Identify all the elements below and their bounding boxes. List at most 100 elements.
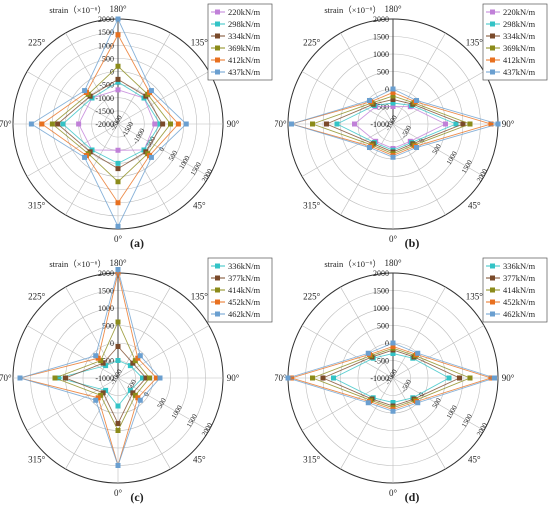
radial-tick-label-rotated: 0 <box>157 145 166 152</box>
legend-swatch-marker <box>215 287 220 293</box>
angle-label: 225° <box>303 38 321 48</box>
radar-panel-b: 2000150010005000-500-1000200015001000500… <box>275 3 548 250</box>
angle-label: 0° <box>114 488 123 498</box>
series-437kN/m <box>289 86 501 160</box>
grid-spoke <box>65 286 119 379</box>
data-point <box>365 400 371 406</box>
data-point <box>115 463 121 468</box>
data-point <box>154 375 159 381</box>
grid-spoke <box>117 71 210 125</box>
legend-entry: 298kN/m <box>228 19 261 29</box>
radial-tick-label: 500 <box>102 54 114 63</box>
grid-spoke <box>117 325 210 379</box>
data-point <box>467 375 473 381</box>
data-point <box>56 375 61 381</box>
radial-tick-label: -500 <box>374 357 389 366</box>
grid-spoke <box>392 377 446 470</box>
legend: 336kN/m 377kN/m 414kN/m 452kN/m 462kN/m <box>207 257 273 323</box>
grid-spoke <box>26 325 119 379</box>
series-line <box>353 106 447 149</box>
data-point <box>137 397 143 403</box>
angle-label: 180° <box>384 4 402 14</box>
grid-spoke <box>340 32 394 125</box>
angle-label: 135° <box>191 38 209 48</box>
data-point <box>115 358 121 363</box>
grid-spoke <box>301 71 394 125</box>
radar-panel-c: 2000150010005000-500-1000200015001000500… <box>0 257 273 504</box>
data-point <box>63 375 68 381</box>
legend-swatch-marker <box>215 21 220 27</box>
angle-label: 45° <box>468 200 481 210</box>
legend-entry: 369kN/m <box>228 43 261 53</box>
angle-label: 45° <box>193 200 206 210</box>
legend-swatch-marker <box>215 263 220 269</box>
data-point <box>115 344 121 349</box>
radial-tick-label: 1000 <box>98 304 114 313</box>
legend-entry: 412kN/m <box>503 55 536 65</box>
radial-tick-label-rotated: -1000 <box>384 368 399 387</box>
data-point <box>289 375 294 381</box>
angle-label: 315° <box>28 454 46 464</box>
radial-tick-label: 2000 <box>373 15 389 24</box>
data-point <box>495 121 501 127</box>
data-point <box>390 408 396 414</box>
data-point <box>152 121 158 127</box>
angle-label: 180° <box>109 258 127 268</box>
data-point <box>115 166 121 172</box>
series-437kN/m <box>28 16 189 229</box>
data-point <box>390 340 396 346</box>
radial-tick-label: -500 <box>99 81 114 90</box>
data-point <box>49 121 55 127</box>
radial-axis-title: strain（×10⁻⁶） <box>324 5 381 15</box>
grid-spoke <box>65 32 119 125</box>
legend-swatch-marker <box>490 57 495 63</box>
data-point <box>115 76 121 82</box>
data-point <box>115 63 121 69</box>
legend-entry: 414kN/m <box>503 285 536 295</box>
radial-tick-label: -1000 <box>95 374 114 383</box>
radial-tick-label: 500 <box>377 322 389 331</box>
radial-tick-label: 1000 <box>373 50 389 59</box>
data-point <box>39 121 45 127</box>
data-point <box>366 97 372 103</box>
data-point <box>28 121 34 127</box>
data-point <box>115 428 121 433</box>
data-point <box>289 121 294 127</box>
legend-entry: 452kN/m <box>228 297 261 307</box>
legend-entry: 377kN/m <box>503 273 536 283</box>
data-point <box>115 32 121 38</box>
series-462kN/m <box>17 267 163 468</box>
radial-tick-label: -2000 <box>95 120 114 129</box>
angle-label: 315° <box>303 454 321 464</box>
grid-spoke <box>117 286 171 379</box>
data-point <box>390 93 396 99</box>
data-point <box>390 97 396 102</box>
grid-spoke <box>117 123 210 177</box>
radial-tick-label-rotated: -1500 <box>120 120 135 139</box>
data-point <box>93 397 99 403</box>
grid-spoke <box>340 377 394 470</box>
data-point <box>415 350 421 356</box>
radial-tick-label: -500 <box>99 357 114 366</box>
legend-entry: 336kN/m <box>503 261 536 271</box>
legend-entry: 377kN/m <box>228 273 261 283</box>
grid-spoke <box>301 123 394 177</box>
data-point <box>488 375 494 381</box>
radial-tick-label: 500 <box>102 322 114 331</box>
angle-label: 270° <box>275 119 287 129</box>
data-point <box>137 353 143 359</box>
panel-label: (a) <box>130 236 144 250</box>
series-220kN/m <box>352 104 448 151</box>
data-point <box>460 121 466 127</box>
data-point <box>366 145 372 151</box>
radial-axis-title: strain（×10⁻⁶） <box>324 259 381 269</box>
data-point <box>331 375 336 381</box>
panel-label: (c) <box>130 490 143 504</box>
grid-spoke <box>65 377 119 470</box>
grid-spoke <box>340 123 394 216</box>
data-point <box>115 87 121 93</box>
panel-label: (d) <box>405 490 420 504</box>
radial-tick-label-rotated: -500 <box>400 124 414 140</box>
data-point <box>115 160 121 166</box>
angle-label: 90° <box>227 373 240 383</box>
